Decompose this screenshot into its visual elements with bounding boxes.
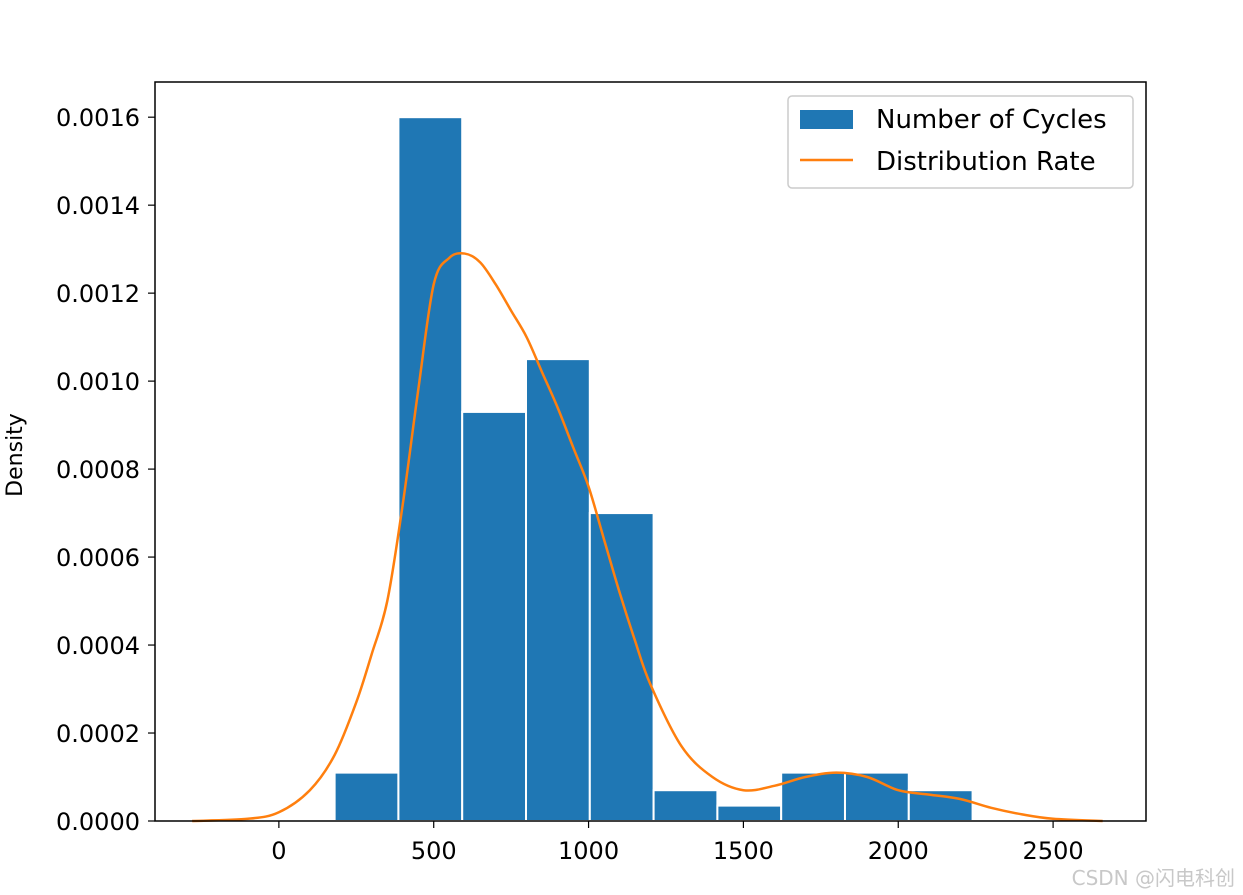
histogram-bar	[461, 410, 528, 822]
x-tick-label: 1500	[713, 837, 774, 865]
y-tick-label: 0.0016	[56, 104, 140, 132]
histogram-bar	[397, 116, 464, 822]
histogram-bar	[716, 804, 783, 823]
y-tick-label: 0.0008	[56, 456, 140, 484]
series-line-distribution-rate	[192, 251, 1103, 823]
histogram-bar	[652, 789, 719, 822]
plot-area-frame	[154, 81, 1147, 822]
histogram-bar	[525, 358, 591, 822]
y-tick-label: 0.0014	[56, 192, 140, 220]
legend-label-number-of-cycles: Number of Cycles	[876, 105, 1107, 135]
y-tick-label: 0.0002	[56, 720, 140, 748]
histogram-bar	[333, 771, 400, 823]
y-tick-label: 0.0010	[56, 368, 140, 396]
x-axis: 0 500 1000 1500 2000 2500	[271, 821, 1084, 865]
watermark: CSDN @闪电科创	[1071, 866, 1235, 890]
histogram-bars	[333, 116, 974, 823]
legend: Number of Cycles Distribution Rate	[787, 95, 1134, 189]
x-tick-label: 2000	[868, 837, 929, 865]
x-tick-label: 0	[271, 837, 286, 865]
x-tick-label: 1000	[558, 837, 619, 865]
y-tick-label: 0.0000	[56, 808, 140, 836]
y-tick-label: 0.0006	[56, 544, 140, 572]
x-tick-label: 500	[411, 837, 457, 865]
x-tick-label: 2500	[1023, 837, 1084, 865]
legend-box	[787, 95, 1134, 189]
y-axis-label: Density	[3, 413, 28, 497]
legend-swatch-number-of-cycles	[800, 110, 853, 129]
legend-label-distribution-rate: Distribution Rate	[876, 147, 1096, 177]
y-tick-label: 0.0004	[56, 632, 140, 660]
y-tick-label: 0.0012	[56, 280, 140, 308]
y-axis: 0.0000 0.0002 0.0004 0.0006 0.0008 0.001…	[56, 104, 155, 836]
